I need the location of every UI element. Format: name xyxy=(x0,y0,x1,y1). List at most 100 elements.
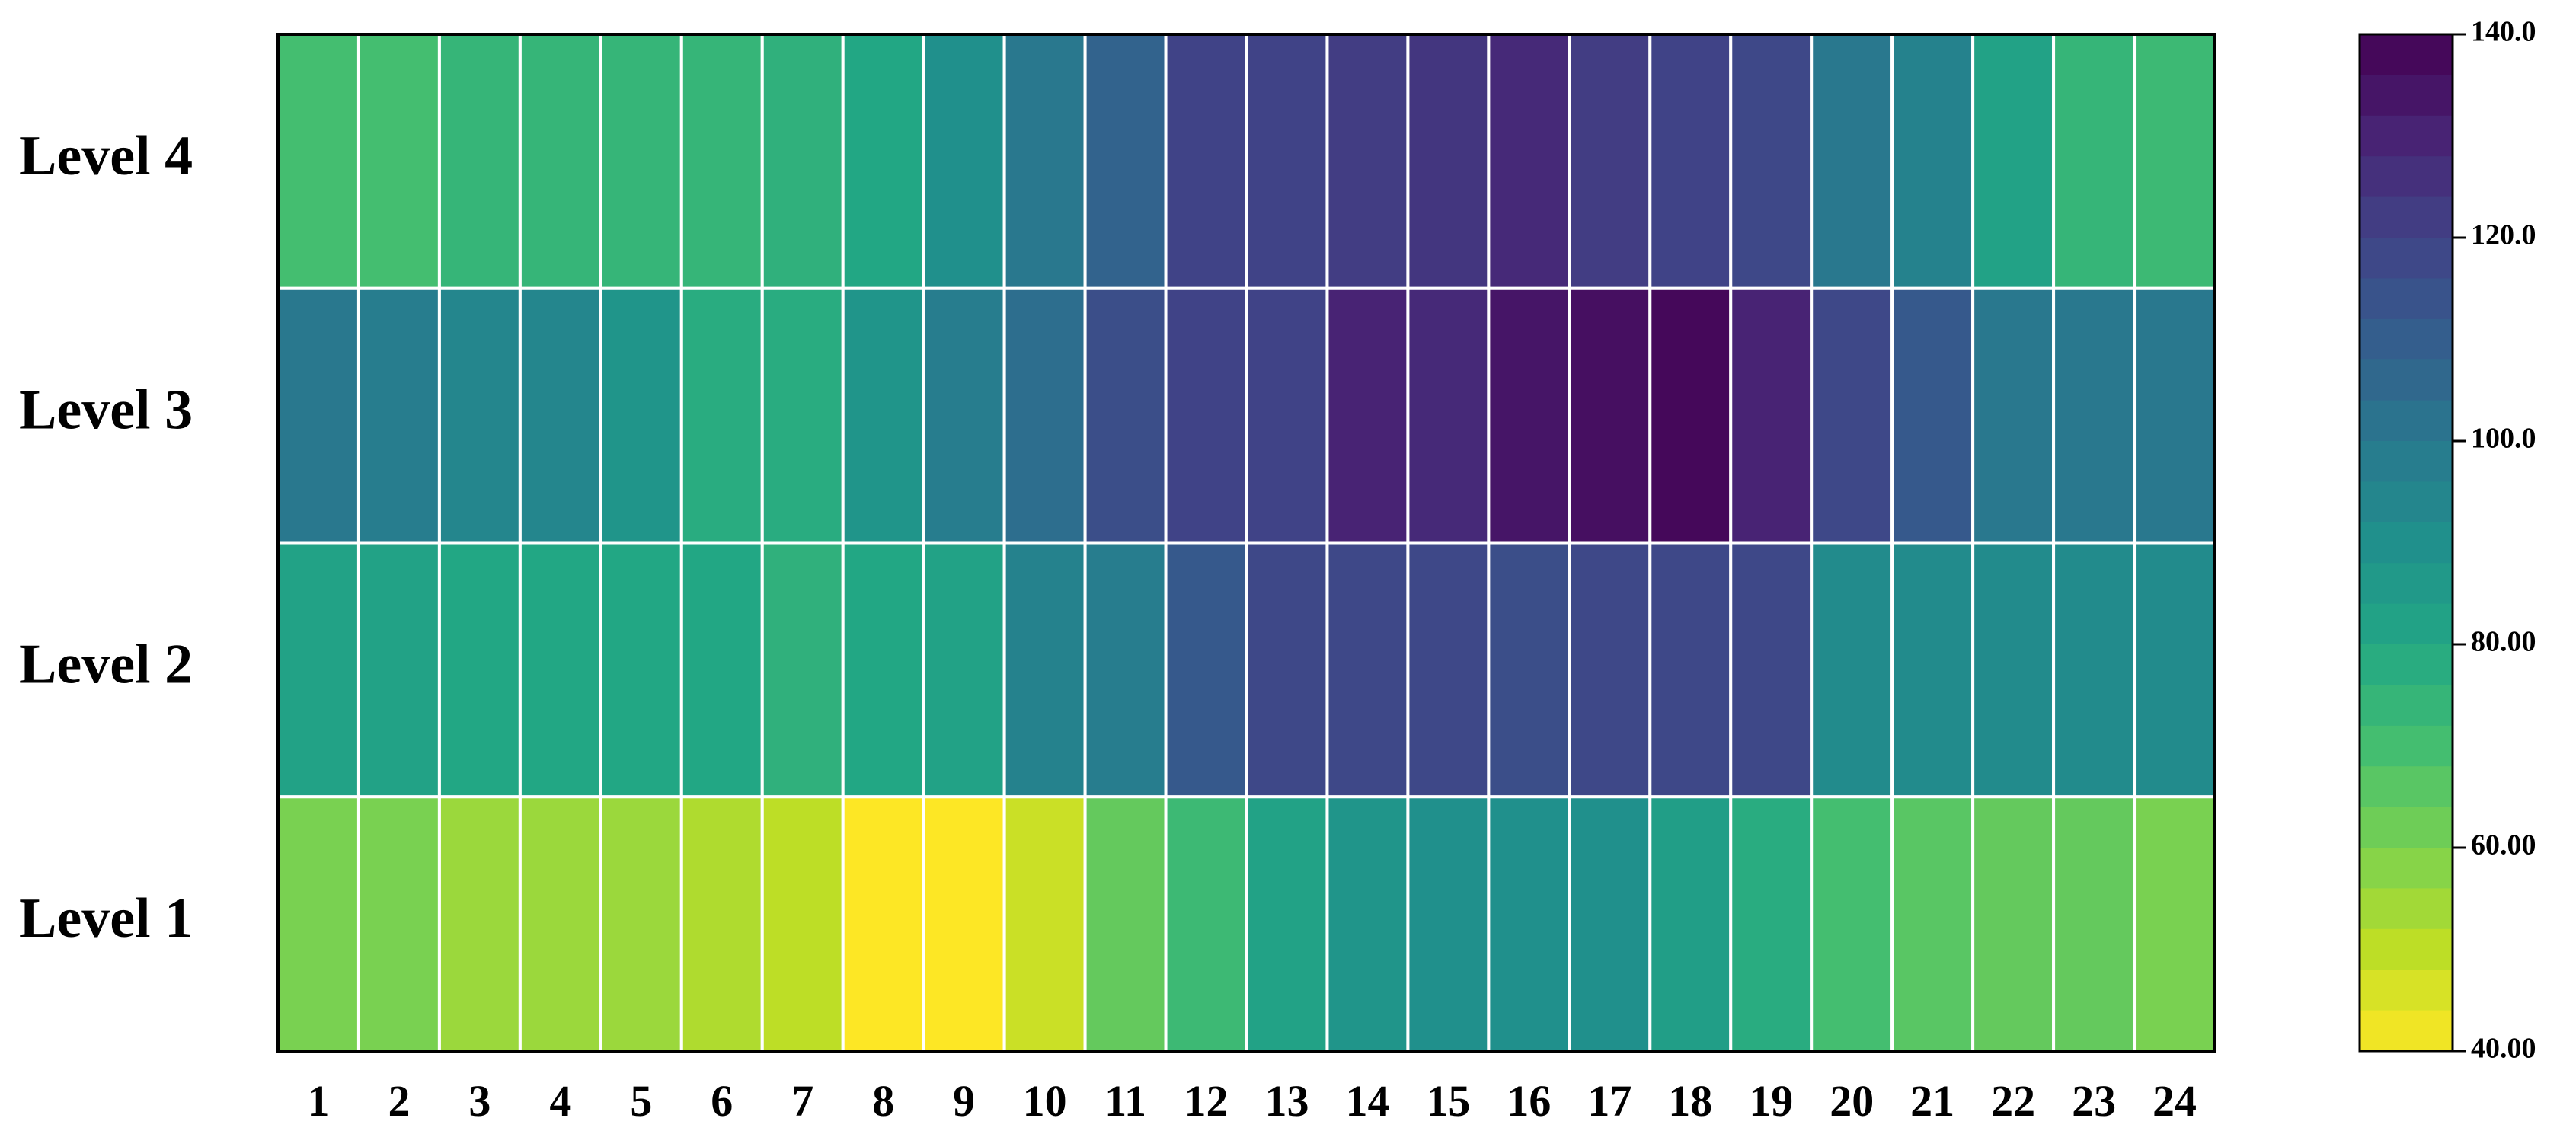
column-label: 5 xyxy=(630,1076,652,1126)
heatmap-cell xyxy=(1648,33,1733,290)
heatmap-cell xyxy=(760,286,845,545)
heatmap-cell xyxy=(1164,795,1248,1053)
plot-frame xyxy=(276,33,2216,1053)
heatmap-cell xyxy=(1729,541,1814,799)
heatmap-cell xyxy=(922,33,1006,290)
heatmap-cell xyxy=(760,541,845,799)
heatmap-cell xyxy=(1083,795,1168,1053)
colorbar-segment xyxy=(2360,441,2453,482)
heatmap-cell xyxy=(518,286,602,545)
column-label: 19 xyxy=(1749,1076,1793,1126)
heatmap-cell xyxy=(1487,795,1571,1053)
heatmap-cell xyxy=(356,541,441,799)
column-label: 1 xyxy=(307,1076,329,1126)
column-label: 18 xyxy=(1668,1076,1712,1126)
colorbar-segment xyxy=(2360,928,2453,970)
column-label: 15 xyxy=(1426,1076,1470,1126)
column-label: 2 xyxy=(388,1076,410,1126)
heatmap-cell xyxy=(1810,33,1894,290)
colorbar-segment xyxy=(2360,1010,2453,1052)
column-label: 7 xyxy=(791,1076,813,1126)
heatmap-cell xyxy=(1648,286,1733,545)
colorbar-segment xyxy=(2360,318,2453,360)
row-label: Level 1 xyxy=(19,887,193,950)
heatmap-cell xyxy=(437,286,522,545)
heatmap-cell xyxy=(1083,541,1168,799)
heatmap-cell xyxy=(1890,541,1975,799)
colorbar-tick-label: 140.0 xyxy=(2471,16,2536,48)
heatmap-cell xyxy=(518,33,602,290)
heatmap-cell xyxy=(1971,286,2056,545)
heatmap-cell xyxy=(1406,795,1491,1053)
heatmap-cell xyxy=(841,286,925,545)
heatmap-cell xyxy=(1083,33,1168,290)
heatmap-cell xyxy=(1810,795,1894,1053)
colorbar-tick-label: 80.00 xyxy=(2471,626,2536,658)
column-label: 13 xyxy=(1264,1076,1309,1126)
heatmap-cell xyxy=(1083,286,1168,545)
heatmap-cell xyxy=(2052,33,2137,290)
heatmap-cell xyxy=(599,795,683,1053)
heatmap-cell xyxy=(1245,795,1329,1053)
column-label: 14 xyxy=(1345,1076,1389,1126)
heatmap-cell xyxy=(1648,541,1733,799)
column-label: 6 xyxy=(711,1076,733,1126)
heatmap-cell xyxy=(760,795,845,1053)
colorbar-segment xyxy=(2360,522,2453,564)
heatmap-cell xyxy=(1729,795,1814,1053)
heatmap-cell xyxy=(1568,286,1652,545)
colorbar-segment xyxy=(2360,156,2453,198)
column-label: 3 xyxy=(468,1076,491,1126)
row-label: Level 4 xyxy=(19,125,193,187)
heatmap-cells xyxy=(276,33,2217,1053)
heatmap-cell xyxy=(356,795,441,1053)
heatmap-cell xyxy=(760,33,845,290)
heatmap-cell xyxy=(1890,795,1975,1053)
column-label: 11 xyxy=(1104,1076,1146,1126)
colorbar-segment xyxy=(2360,644,2453,685)
heatmap-cell xyxy=(679,286,764,545)
colorbar-segment xyxy=(2360,563,2453,605)
row-label: Level 2 xyxy=(19,633,193,695)
heatmap-cell xyxy=(1487,286,1571,545)
heatmap-cell xyxy=(1810,541,1894,799)
colorbar-tick-label: 120.0 xyxy=(2471,219,2536,251)
heatmap-cell xyxy=(679,33,764,290)
heatmap-cell xyxy=(276,795,360,1053)
heatmap-cell xyxy=(922,541,1006,799)
heatmap-cell xyxy=(1164,286,1248,545)
colorbar-segment xyxy=(2360,481,2453,523)
heatmap-cell xyxy=(437,33,522,290)
heatmap-cell xyxy=(437,541,522,799)
heatmap-cell xyxy=(922,286,1006,545)
column-label: 10 xyxy=(1023,1076,1067,1126)
column-label: 24 xyxy=(2153,1076,2197,1126)
heatmap-cell xyxy=(599,33,683,290)
heatmap-cell xyxy=(1325,795,1410,1053)
colorbar-segment xyxy=(2360,848,2453,889)
heatmap-cell xyxy=(841,795,925,1053)
heatmap-cell xyxy=(1487,541,1571,799)
heatmap-cell xyxy=(1325,286,1410,545)
column-label: 16 xyxy=(1507,1076,1551,1126)
column-label: 17 xyxy=(1587,1076,1632,1126)
heatmap-cell xyxy=(1971,33,2056,290)
colorbar-frame xyxy=(2358,33,2454,1053)
heatmap-cell xyxy=(437,795,522,1053)
column-label: 22 xyxy=(1991,1076,2035,1126)
heatmap-cell xyxy=(1002,33,1087,290)
heatmap-cell xyxy=(1568,541,1652,799)
heatmap-cell xyxy=(2052,541,2137,799)
colorbar-segment xyxy=(2360,970,2453,1011)
heatmap-cell xyxy=(1406,286,1491,545)
heatmap-cell xyxy=(1729,286,1814,545)
column-label: 21 xyxy=(1910,1076,1954,1126)
heatmap-cell xyxy=(1971,541,2056,799)
row-labels: Level 4 Level 3 Level 2 Level 1 xyxy=(19,125,193,950)
heatmap-cell xyxy=(1810,286,1894,545)
column-label: 23 xyxy=(2072,1076,2116,1126)
heatmap-cell xyxy=(276,33,360,290)
heatmap-cell xyxy=(1245,286,1329,545)
heatmap-cell xyxy=(679,795,764,1053)
column-label: 8 xyxy=(872,1076,894,1126)
